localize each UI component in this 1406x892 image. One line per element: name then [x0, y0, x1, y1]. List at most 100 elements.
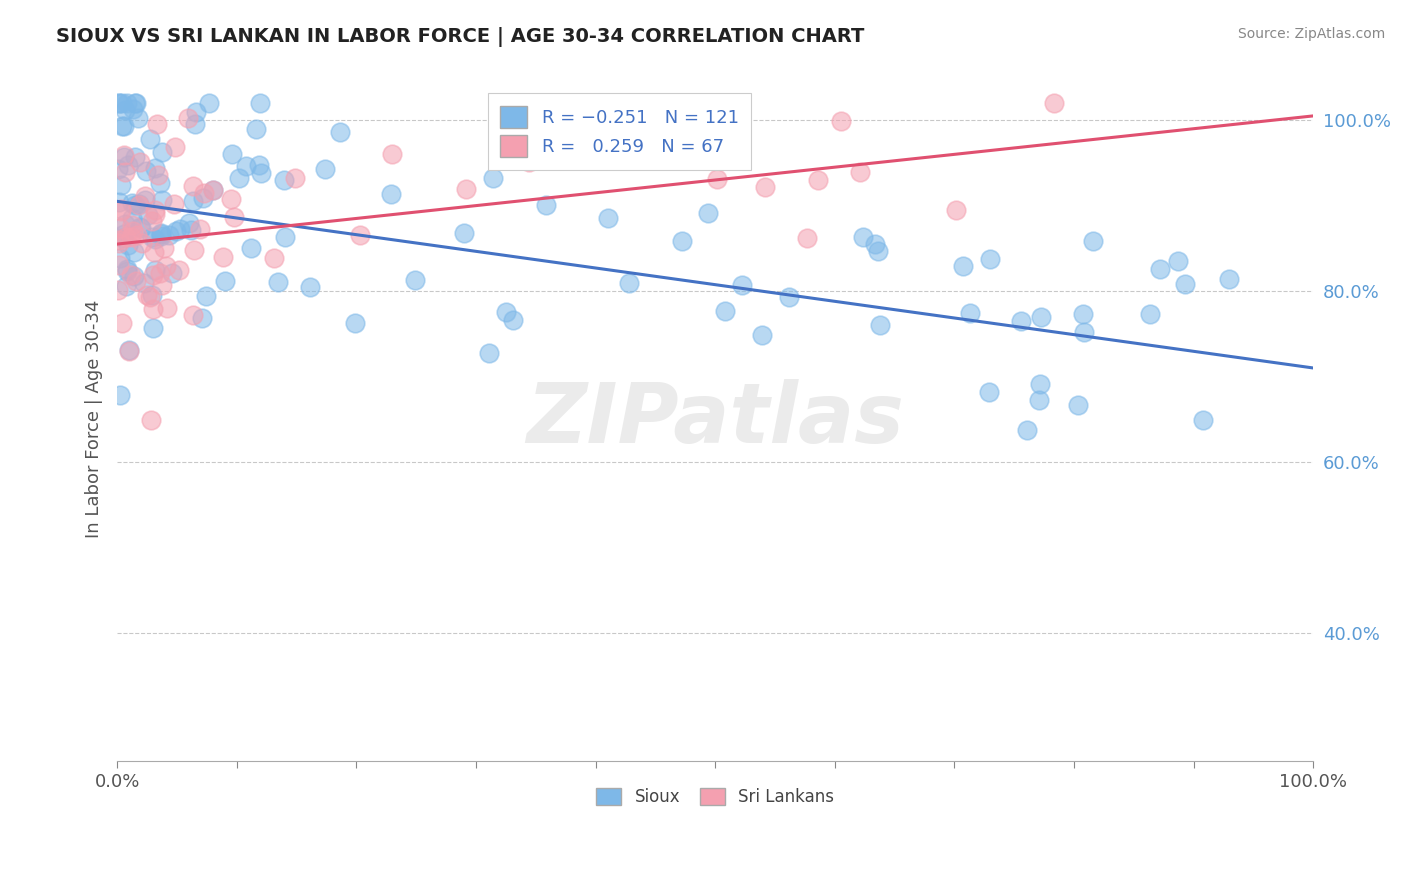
Point	[110, 203, 132, 218]
Point	[1167, 254, 1189, 268]
Point	[343, 316, 366, 330]
Point	[381, 146, 404, 161]
Point	[211, 250, 233, 264]
Point	[150, 145, 173, 159]
Point	[274, 229, 297, 244]
Point	[121, 195, 143, 210]
Point	[111, 316, 134, 330]
Point	[155, 259, 177, 273]
Point	[153, 240, 176, 254]
Point	[181, 309, 204, 323]
Point	[139, 132, 162, 146]
Point	[1081, 234, 1104, 248]
Point	[118, 344, 141, 359]
Point	[249, 96, 271, 111]
Point	[129, 221, 152, 235]
Point	[830, 114, 852, 128]
Point	[124, 150, 146, 164]
Point	[152, 193, 174, 207]
Point	[696, 205, 718, 219]
Point	[235, 159, 257, 173]
Point	[267, 275, 290, 289]
Point	[136, 288, 159, 302]
Point	[127, 111, 149, 125]
Point	[143, 244, 166, 259]
Point	[121, 211, 143, 226]
Point	[650, 106, 672, 120]
Point	[141, 213, 163, 227]
Point	[112, 119, 135, 133]
Point	[482, 170, 505, 185]
Point	[141, 413, 163, 427]
Point	[852, 230, 875, 244]
Point	[150, 277, 173, 292]
Point	[141, 301, 163, 316]
Point	[107, 283, 129, 297]
Point	[134, 193, 156, 207]
Point	[181, 194, 204, 209]
Point	[134, 189, 156, 203]
Point	[149, 176, 172, 190]
Point	[112, 148, 135, 162]
Point	[124, 198, 146, 212]
Point	[979, 385, 1001, 400]
Point	[284, 170, 307, 185]
Point	[110, 178, 132, 193]
Point	[143, 207, 166, 221]
Point	[169, 221, 191, 235]
Point	[754, 179, 776, 194]
Point	[534, 198, 557, 212]
Point	[1028, 392, 1050, 407]
Point	[868, 244, 890, 258]
Text: SIOUX VS SRI LANKAN IN LABOR FORCE | AGE 30-34 CORRELATION CHART: SIOUX VS SRI LANKAN IN LABOR FORCE | AGE…	[56, 27, 865, 46]
Point	[671, 234, 693, 248]
Point	[1073, 326, 1095, 340]
Point	[146, 117, 169, 131]
Point	[115, 279, 138, 293]
Point	[1017, 423, 1039, 437]
Point	[162, 266, 184, 280]
Point	[108, 236, 131, 251]
Point	[114, 103, 136, 117]
Point	[114, 151, 136, 165]
Point	[136, 208, 159, 222]
Point	[952, 259, 974, 273]
Point	[751, 328, 773, 343]
Point	[240, 241, 263, 255]
Point	[228, 170, 250, 185]
Point	[108, 258, 131, 272]
Point	[193, 186, 215, 201]
Point	[186, 104, 208, 119]
Point	[110, 202, 132, 216]
Point	[125, 227, 148, 242]
Point	[143, 232, 166, 246]
Point	[120, 230, 142, 244]
Point	[108, 387, 131, 401]
Point	[731, 278, 754, 293]
Point	[1218, 272, 1240, 286]
Point	[1010, 313, 1032, 327]
Point	[1042, 96, 1064, 111]
Point	[114, 217, 136, 231]
Point	[221, 147, 243, 161]
Point	[107, 233, 129, 247]
Point	[111, 119, 134, 133]
Point	[263, 252, 285, 266]
Point	[979, 252, 1001, 266]
Point	[122, 268, 145, 283]
Point	[478, 345, 501, 359]
Point	[214, 274, 236, 288]
Point	[112, 227, 135, 241]
Point	[502, 312, 524, 326]
Point	[796, 230, 818, 244]
Point	[380, 186, 402, 201]
Point	[194, 289, 217, 303]
Point	[117, 237, 139, 252]
Point	[143, 161, 166, 175]
Point	[128, 219, 150, 234]
Point	[124, 96, 146, 111]
Point	[121, 219, 143, 233]
Point	[108, 195, 131, 210]
Point	[128, 197, 150, 211]
Point	[112, 231, 135, 245]
